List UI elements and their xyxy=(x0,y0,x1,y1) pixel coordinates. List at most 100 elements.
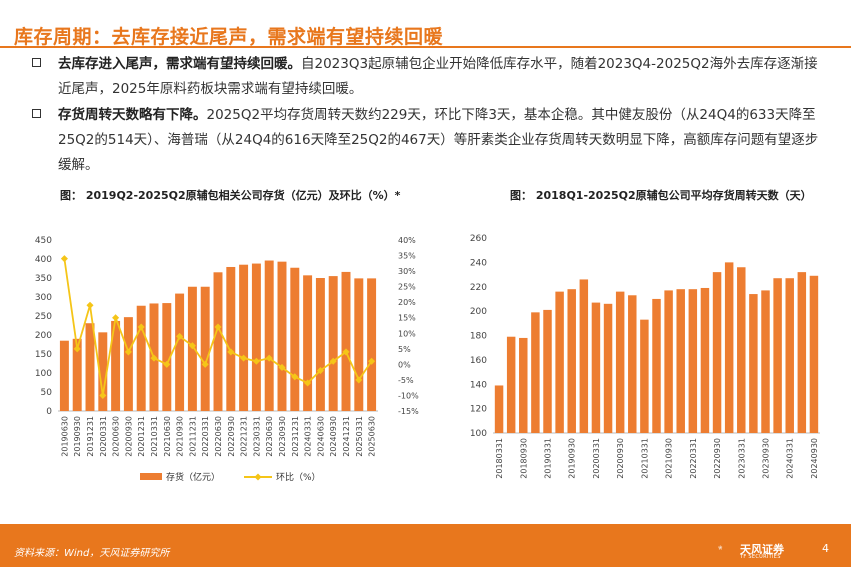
x-tick-label: 20230930 xyxy=(278,416,287,457)
y-right-tick-label: 10% xyxy=(398,329,416,338)
inventory-bar xyxy=(315,278,325,411)
mom-point xyxy=(329,357,337,365)
x-tick-label: 20200630 xyxy=(112,416,121,457)
x-tick-label: 20220630 xyxy=(214,416,223,457)
y-left-tick-label: 400 xyxy=(35,255,52,265)
inventory-bar xyxy=(162,303,172,411)
title-divider xyxy=(0,46,851,48)
turnover-days-bar xyxy=(591,302,601,433)
inventory-bar xyxy=(226,266,236,411)
y-tick-label: 140 xyxy=(470,380,487,390)
y-tick-label: 160 xyxy=(470,356,487,366)
x-tick-label: 20240630 xyxy=(316,416,325,457)
mom-point xyxy=(201,360,209,368)
inventory-bar xyxy=(303,275,313,411)
x-tick-label: 20220331 xyxy=(201,416,210,457)
x-tick-label: 20230331 xyxy=(737,438,746,479)
y-left-tick-label: 0 xyxy=(46,407,52,417)
turnover-days-bar xyxy=(506,336,516,433)
x-tick-label: 20240331 xyxy=(786,438,795,479)
x-tick-label: 20240331 xyxy=(304,416,313,457)
x-tick-label: 20250331 xyxy=(355,416,364,457)
mom-point xyxy=(176,332,184,340)
mom-point xyxy=(278,363,286,372)
turnover-days-bar xyxy=(531,312,540,433)
inventory-bar xyxy=(341,271,351,411)
footer-bar xyxy=(0,524,851,567)
legend-label-mom: 环比（%） xyxy=(276,471,321,483)
turnover-days-bar xyxy=(579,279,589,433)
y-tick-label: 220 xyxy=(470,283,487,293)
mom-point xyxy=(188,342,196,350)
turnover-days-bar xyxy=(543,309,552,433)
turnover-days-bar xyxy=(749,294,758,433)
x-tick-label: 20210331 xyxy=(640,438,649,479)
x-tick-label: 20200930 xyxy=(124,416,133,457)
x-tick-label: 20180930 xyxy=(519,438,528,479)
y-right-tick-label: -15% xyxy=(398,407,419,416)
y-tick-label: 240 xyxy=(470,258,487,268)
x-tick-label: 20201231 xyxy=(137,416,146,457)
turnover-days-bar xyxy=(773,278,782,433)
x-tick-label: 20200930 xyxy=(616,438,625,479)
mom-point xyxy=(227,348,235,356)
turnover-days-bar xyxy=(640,319,649,433)
mom-point xyxy=(355,376,363,384)
y-tick-label: 260 xyxy=(470,234,487,244)
y-left-tick-label: 300 xyxy=(35,293,52,303)
x-tick-label: 20230331 xyxy=(252,416,261,457)
inventory-bar xyxy=(328,276,338,411)
turnover-days-chart: 100 120 140 160 180 200 220 240 260 20180331 20180… xyxy=(470,234,835,479)
mom-point xyxy=(291,373,299,381)
inventory-bar xyxy=(239,264,249,411)
y-right-tick-label: 30% xyxy=(398,267,416,276)
x-tick-label: 20221231 xyxy=(240,416,249,457)
inventory-bar xyxy=(264,260,274,411)
x-tick-label: 20220930 xyxy=(227,416,236,457)
x-tick-label: 20180331 xyxy=(495,438,504,479)
turnover-days-bar xyxy=(494,385,504,433)
source-note: 资料来源：Wind，天风证券研究所 xyxy=(14,548,170,559)
mom-point xyxy=(86,301,94,309)
x-tick-label: 20190331 xyxy=(544,438,553,479)
inventory-bar xyxy=(213,272,223,411)
bullet-box-icon xyxy=(32,109,41,118)
y-tick-label: 200 xyxy=(470,307,487,317)
chart1-title: 图： 2019Q2-2025Q2原辅包相关公司存货（亿元）及环比（%）* xyxy=(60,189,401,202)
bullet-text: 自2023Q3起原辅包企业开始降低库存水平，随着2023Q4-2025Q2海外去… xyxy=(58,56,818,97)
x-tick-label: 20241231 xyxy=(342,416,351,457)
inventory-bar xyxy=(200,286,210,411)
x-tick-label: 20210930 xyxy=(176,416,185,457)
mom-point xyxy=(252,357,260,365)
y-tick-label: 100 xyxy=(470,429,487,439)
turnover-days-bar xyxy=(797,272,807,433)
x-tick-label: 20250630 xyxy=(368,416,377,457)
inventory-bar xyxy=(123,317,133,411)
y-right-tick-label: 40% xyxy=(398,236,416,245)
y-tick-label: 120 xyxy=(470,405,487,415)
mom-point xyxy=(60,255,68,263)
x-tick-label: 20240930 xyxy=(329,416,338,457)
inventory-bar xyxy=(85,323,95,411)
x-tick-label: 20190630 xyxy=(60,416,69,457)
inventory-bar xyxy=(111,320,121,411)
turnover-days-bar xyxy=(785,278,794,433)
x-tick-label: 20200331 xyxy=(592,438,601,479)
x-tick-label: 20200331 xyxy=(99,416,108,457)
x-tick-label: 20230930 xyxy=(762,438,771,479)
y-left-tick-label: 250 xyxy=(35,312,52,322)
turnover-days-bar xyxy=(724,262,734,433)
turnover-days-bar xyxy=(555,291,564,433)
mom-point xyxy=(214,323,222,331)
page-number: 4 xyxy=(822,542,829,555)
x-tick-label: 20210630 xyxy=(163,416,172,457)
turnover-days-bar xyxy=(567,289,576,433)
mom-point xyxy=(124,348,132,356)
x-tick-label: 20220331 xyxy=(689,438,698,479)
y-right-tick-label: 20% xyxy=(398,298,416,307)
turnover-days-bar xyxy=(761,290,770,433)
inventory-bar xyxy=(72,338,82,411)
x-tick-label: 20231231 xyxy=(291,416,300,457)
logo-text: 天风证券 xyxy=(740,543,784,556)
logo-subtext: TF SECURITIES xyxy=(740,554,781,560)
